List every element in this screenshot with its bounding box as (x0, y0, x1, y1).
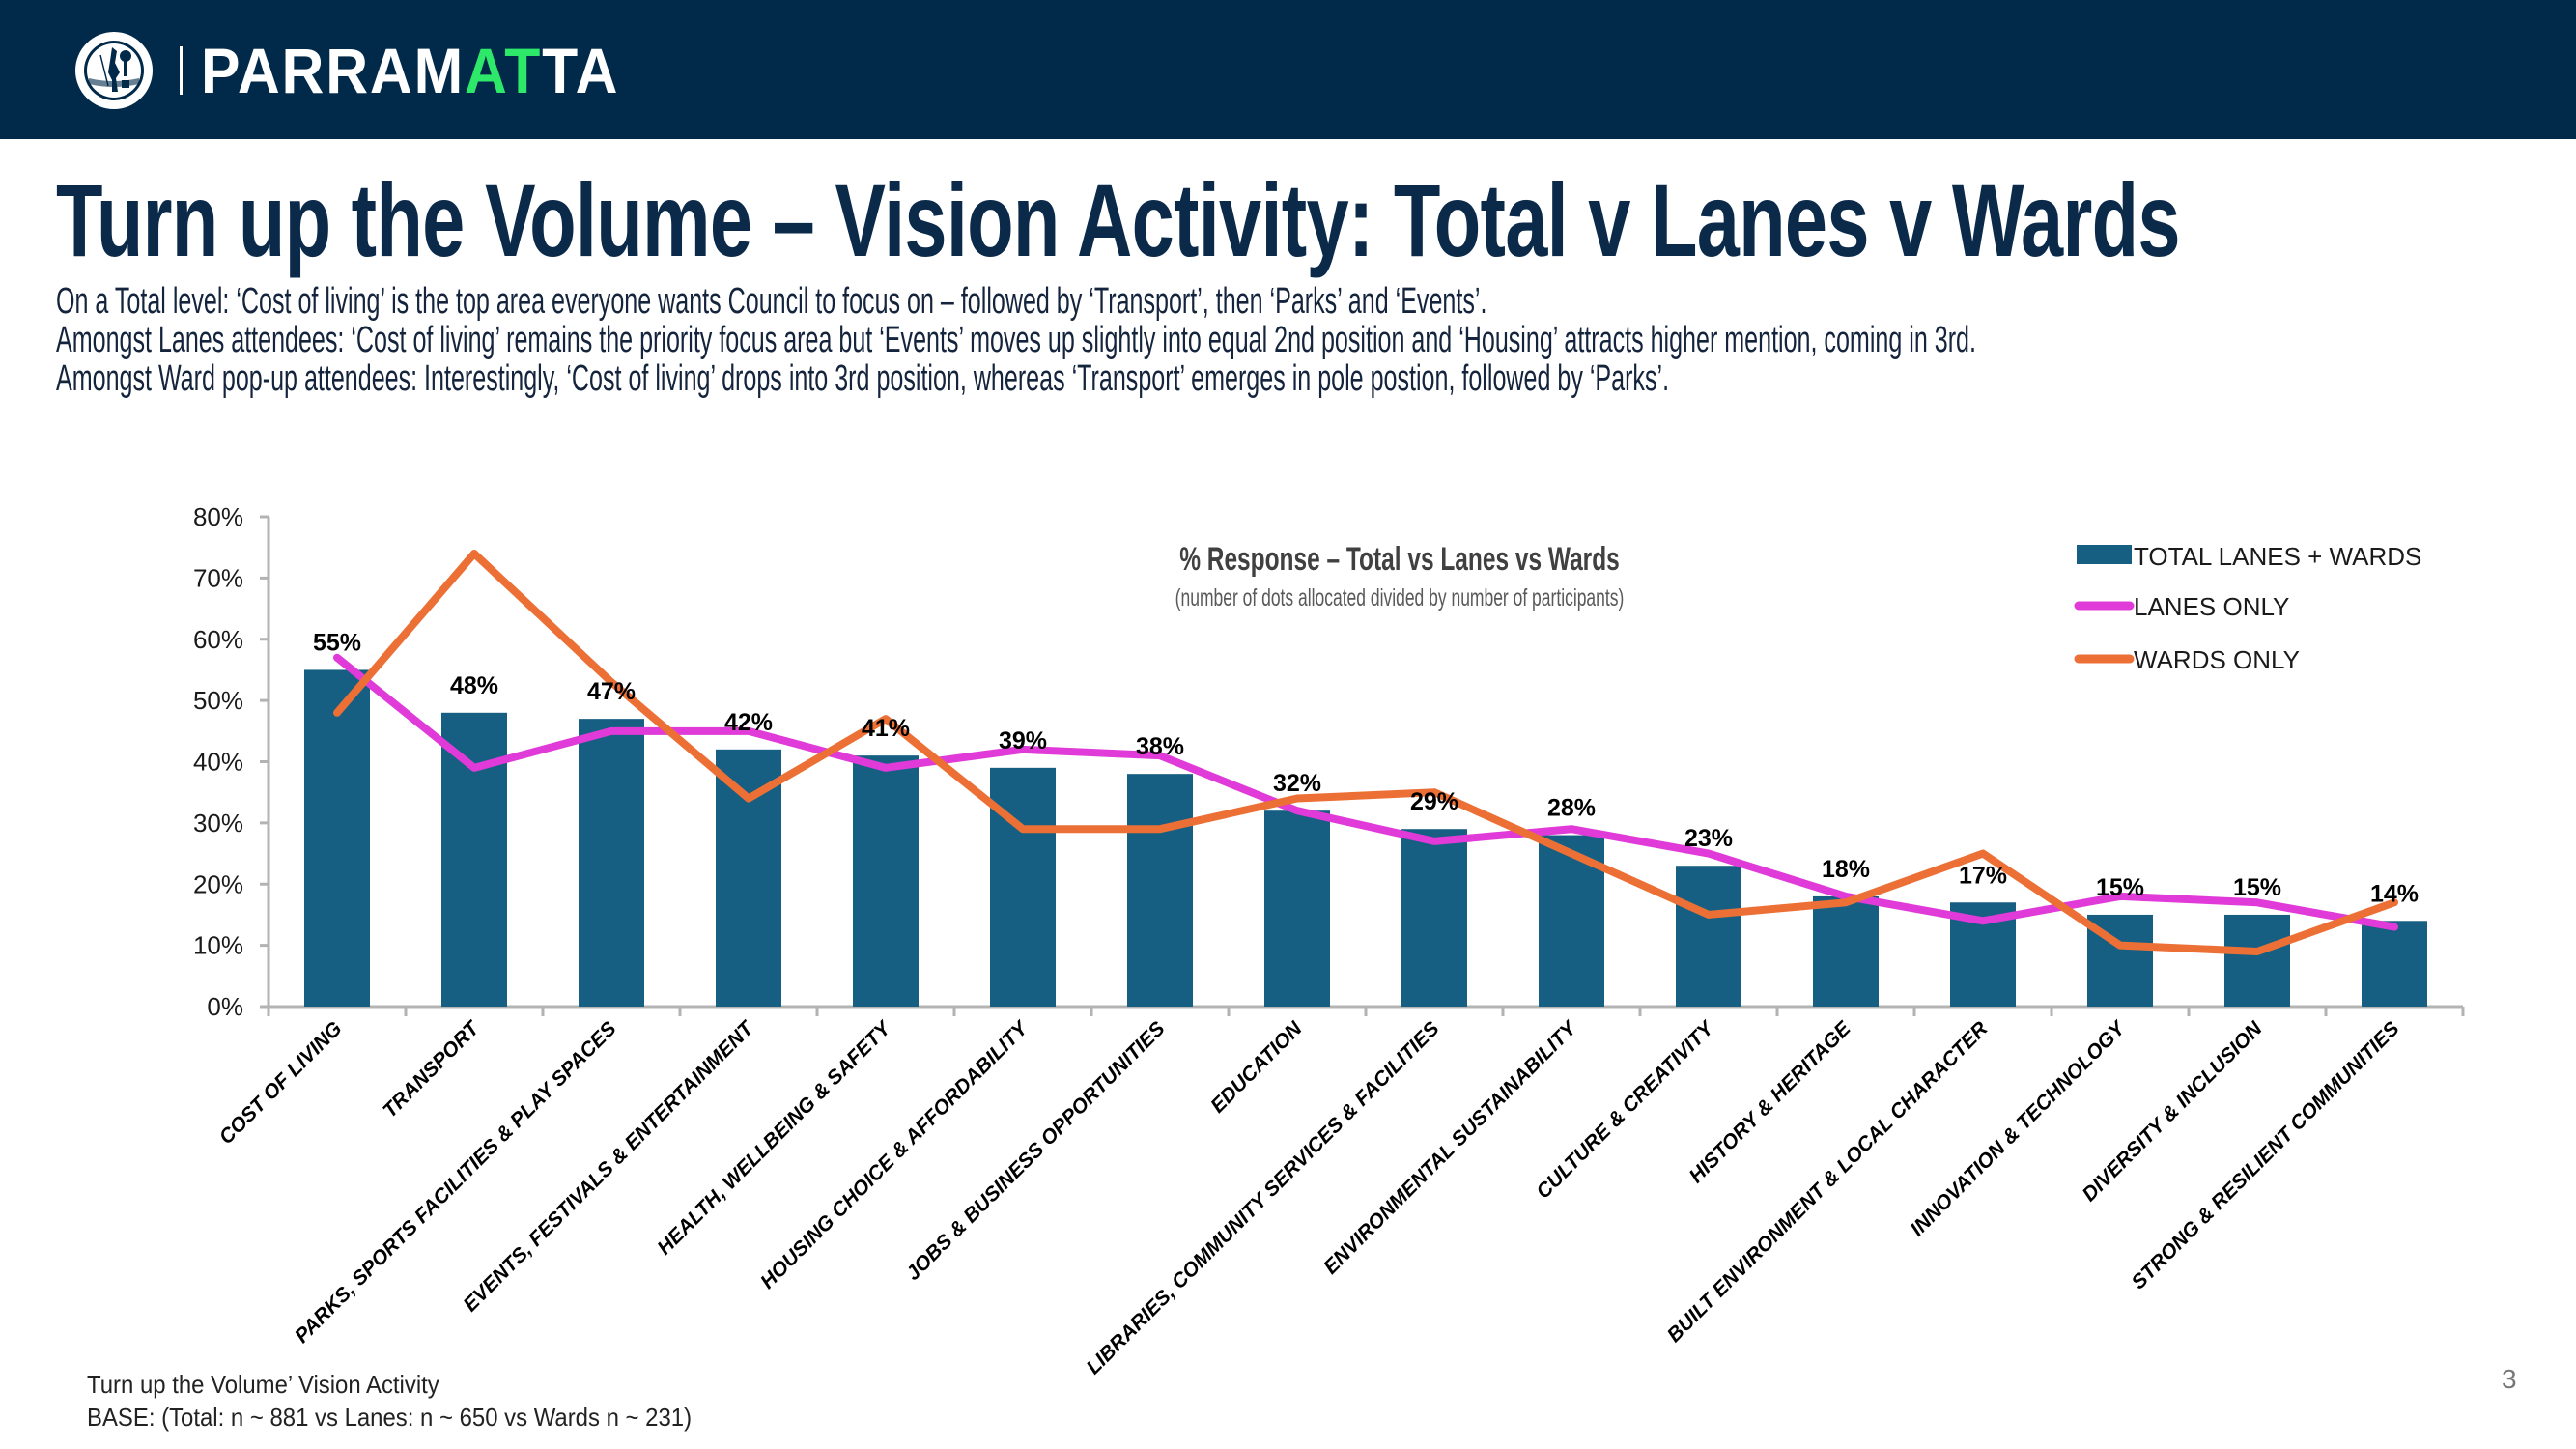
bar-data-label: 18% (1822, 856, 1870, 883)
category-label: HEALTH, WELLBEING & SAFETY (653, 1016, 896, 1260)
bar-data-label: 28% (1547, 795, 1596, 822)
bar-total (1264, 810, 1330, 1007)
y-tick-label: 60% (193, 625, 243, 654)
category-label: HISTORY & HERITAGE (1684, 1017, 1855, 1188)
category-label: PARKS, SPORTS FACILITIES & PLAY SPACES (291, 1017, 621, 1348)
bar-total (990, 767, 1056, 1007)
category-label: STRONG & RESILIENT COMMUNITIES (2127, 1017, 2403, 1293)
bar-data-label: 41% (862, 715, 910, 742)
header-bar: PARRAMATTA (0, 0, 2576, 139)
y-tick-label: 30% (193, 809, 243, 838)
line-series-wards (333, 550, 2398, 955)
category-label: BUILT ENVIRONMENT & LOCAL CHARACTER (1663, 1017, 1993, 1347)
legend-label-wards: WARDS ONLY (2134, 645, 2300, 674)
chart-legend: TOTAL LANES + WARDS LANES ONLY WARDS ONL… (2074, 542, 2421, 674)
footnote: Turn up the Volume’ Vision Activity BASE… (87, 1368, 692, 1434)
bar-data-label: 15% (2096, 874, 2144, 901)
y-tick-label: 10% (193, 931, 243, 960)
bar-total (2362, 921, 2427, 1007)
bar-total (1813, 895, 1879, 1007)
brand-wordmark[interactable]: PARRAMATTA (201, 37, 619, 104)
bar-data-labels: 55% 48% 47% 42% 41% 39% 38% 32% 29% 28% 23% 18% 17% 1… (313, 629, 2419, 907)
y-tick-label: 40% (193, 748, 243, 777)
x-axis (267, 1005, 2465, 1016)
chart-title: % Response – Total vs Lanes vs Wards (1179, 541, 1620, 578)
page-number: 3 (2502, 1364, 2517, 1394)
y-tick-label: 50% (193, 686, 243, 715)
category-label: HOUSING CHOICE & AFFORDABILITY (756, 1016, 1033, 1293)
category-label: ENVIRONMENTAL SUSTAINABILITY (1319, 1016, 1582, 1279)
bar-data-label: 55% (313, 629, 361, 656)
bar-total (304, 669, 370, 1007)
chart-subtitle: (number of dots allocated divided by num… (1175, 583, 1625, 611)
intro-text: On a Total level: ‘Cost of living’ is th… (56, 282, 1976, 398)
parramatta-seal-icon (75, 32, 153, 109)
page-title: Turn up the Volume – Vision Activity: To… (56, 161, 2181, 278)
bar-data-label: 47% (587, 678, 636, 705)
bar-data-label: 32% (1273, 770, 1321, 797)
brand-text-accent: AT (465, 35, 543, 106)
category-label: TRANSPORT (379, 1016, 485, 1122)
bar-data-label: 15% (2233, 874, 2281, 901)
brand-text-end: TA (542, 35, 620, 106)
y-tick-label: 70% (193, 563, 243, 592)
intro-line-wards: Amongst Ward pop-up attendees: Interesti… (56, 358, 1670, 399)
bar-series-total (304, 669, 2427, 1007)
category-label: EDUCATION (1206, 1017, 1307, 1118)
category-label: JOBS & BUSINESS OPPORTUNITIES (902, 1017, 1170, 1285)
category-label: EVENTS, FESTIVALS & ENTERTAINMENT (459, 1016, 759, 1317)
bar-data-label: 17% (1959, 862, 2007, 889)
bar-total (1127, 774, 1193, 1007)
bar-data-label: 42% (724, 709, 773, 736)
intro-line-lanes: Amongst Lanes attendees: ‘Cost of living… (56, 320, 1976, 360)
bar-total (1676, 866, 1741, 1007)
bar-data-label: 38% (1136, 733, 1184, 760)
brand-text: PARRAM (201, 35, 466, 106)
bar-total (853, 755, 919, 1007)
bar-total (2224, 914, 2290, 1007)
bar-data-label: 29% (1410, 788, 1458, 815)
bar-total (579, 719, 644, 1007)
line-series-lanes (333, 653, 2398, 931)
bar-data-label: 39% (999, 727, 1047, 754)
y-tick-label: 20% (193, 869, 243, 898)
bar-data-label: 14% (2370, 880, 2419, 907)
y-axis: 0% 10% 20% 30% 40% 50% 60% 70% 80% (193, 502, 270, 1021)
category-label: INNOVATION & TECHNOLOGY (1906, 1016, 2130, 1240)
intro-line-total: On a Total level: ‘Cost of living’ is th… (56, 281, 1487, 322)
bar-total (441, 712, 507, 1007)
category-label: COST OF LIVING (215, 1017, 347, 1149)
bar-data-label: 48% (450, 672, 498, 699)
line-series (333, 550, 2398, 955)
legend-label-lanes: LANES ONLY (2134, 592, 2289, 621)
footnote-base: BASE: (Total: n ~ 881 vs Lanes: n ~ 650 … (87, 1403, 693, 1432)
legend-label-total: TOTAL LANES + WARDS (2134, 542, 2421, 571)
logo-divider (180, 46, 183, 95)
bar-total (716, 749, 781, 1007)
bar-total (1401, 829, 1467, 1007)
legend-swatch-total (2077, 545, 2132, 564)
bar-data-label: 23% (1684, 825, 1733, 852)
y-tick-label: 80% (193, 502, 243, 531)
footnote-source: Turn up the Volume’ Vision Activity (87, 1370, 439, 1399)
y-tick-label: 0% (207, 992, 243, 1021)
